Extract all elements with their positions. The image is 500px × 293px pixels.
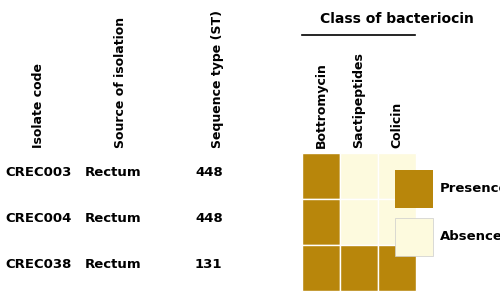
Text: Sequence type (ST): Sequence type (ST) (212, 10, 224, 148)
Text: 448: 448 (195, 166, 223, 178)
Text: CREC003: CREC003 (5, 166, 71, 178)
Text: Isolate code: Isolate code (32, 63, 44, 148)
Bar (302, 153, 340, 199)
Text: Class of bacteriocin: Class of bacteriocin (320, 12, 474, 26)
Text: 448: 448 (195, 212, 223, 224)
Bar (378, 153, 416, 199)
Bar (302, 245, 340, 291)
Text: Absence: Absence (440, 231, 500, 243)
Text: CREC004: CREC004 (5, 212, 71, 224)
Text: Rectum: Rectum (85, 212, 141, 224)
Text: Bottromycin: Bottromycin (314, 62, 328, 148)
Bar (395, 170, 433, 208)
Bar (395, 218, 433, 256)
Bar (340, 153, 378, 199)
Bar (302, 199, 340, 245)
Text: Presence: Presence (440, 183, 500, 195)
Bar (340, 245, 378, 291)
Text: Colicin: Colicin (390, 102, 404, 148)
Text: Source of isolation: Source of isolation (114, 17, 126, 148)
Text: CREC038: CREC038 (5, 258, 71, 270)
Bar (378, 199, 416, 245)
Text: Rectum: Rectum (85, 166, 141, 178)
Text: Sactipeptides: Sactipeptides (352, 52, 366, 148)
Text: Rectum: Rectum (85, 258, 141, 270)
Bar (340, 199, 378, 245)
Text: 131: 131 (195, 258, 222, 270)
Bar (378, 245, 416, 291)
